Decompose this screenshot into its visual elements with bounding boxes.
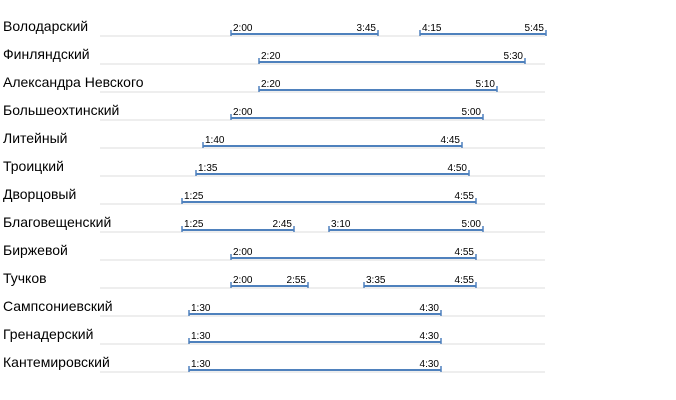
row-label: Тучков xyxy=(3,270,47,286)
schedule-row: Сампсониевский 1:30 4:30 xyxy=(3,298,545,317)
schedule-row: Троицкий 1:35 4:50 xyxy=(3,158,545,177)
interval-end-label: 4:55 xyxy=(455,275,475,286)
interval-start-label: 2:20 xyxy=(261,79,281,90)
row-label: Троицкий xyxy=(3,158,64,174)
interval-start-label: 2:00 xyxy=(233,247,253,258)
row-label: Александра Невского xyxy=(3,74,144,90)
interval-start-label: 1:40 xyxy=(205,135,225,146)
interval-end-label: 3:45 xyxy=(357,23,377,34)
interval-start-label: 2:00 xyxy=(233,23,253,34)
row-label: Финляндский xyxy=(3,46,90,62)
schedule-row: Литейный 1:40 4:45 xyxy=(3,130,545,149)
interval-end-label: 4:45 xyxy=(441,135,461,146)
interval-end-label: 2:55 xyxy=(287,275,307,286)
row-label: Дворцовый xyxy=(3,186,76,202)
interval-start-label: 2:20 xyxy=(261,51,281,62)
interval-start-label: 1:30 xyxy=(191,303,211,314)
schedule-row: Володарский 2:00 3:45 4:15 5:45 xyxy=(3,18,547,37)
row-label: Сампсониевский xyxy=(3,298,113,314)
row-label: Благовещенский xyxy=(3,214,111,230)
row-label: Литейный xyxy=(3,130,67,146)
schedule-row: Александра Невского 2:20 5:10 xyxy=(3,74,545,93)
interval-start-label: 1:35 xyxy=(198,163,218,174)
schedule-row: Большеохтинский 2:00 5:00 xyxy=(3,102,545,121)
interval-start-label: 1:30 xyxy=(191,359,211,370)
interval-end-label: 5:30 xyxy=(504,51,524,62)
chart-rows: Володарский 2:00 3:45 4:15 5:45 Финляндский 2:… xyxy=(3,18,547,373)
schedule-row: Биржевой 2:00 4:55 xyxy=(3,242,545,261)
interval-end-label: 5:00 xyxy=(462,219,482,230)
row-label: Володарский xyxy=(3,18,88,34)
row-label: Кантемировский xyxy=(3,354,110,370)
row-label: Гренадерский xyxy=(3,326,93,342)
interval-start-label: 2:00 xyxy=(233,107,253,118)
interval-start-label: 4:15 xyxy=(422,23,442,34)
schedule-row: Финляндский 2:20 5:30 xyxy=(3,46,545,65)
row-label: Большеохтинский xyxy=(3,102,119,118)
interval-start-label: 1:30 xyxy=(191,331,211,342)
interval-end-label: 4:55 xyxy=(455,247,475,258)
interval-end-label: 5:45 xyxy=(525,23,545,34)
interval-end-label: 5:00 xyxy=(462,107,482,118)
interval-end-label: 2:45 xyxy=(273,219,293,230)
row-label: Биржевой xyxy=(3,242,68,258)
schedule-row: Дворцовый 1:25 4:55 xyxy=(3,186,545,205)
interval-start-label: 2:00 xyxy=(233,275,253,286)
interval-end-label: 4:30 xyxy=(420,331,440,342)
interval-start-label: 3:35 xyxy=(366,275,386,286)
interval-end-label: 4:30 xyxy=(420,303,440,314)
interval-end-label: 5:10 xyxy=(476,79,496,90)
interval-start-label: 1:25 xyxy=(184,219,204,230)
schedule-row: Благовещенский 1:25 2:45 3:10 5:00 xyxy=(3,214,545,233)
interval-start-label: 1:25 xyxy=(184,191,204,202)
schedule-row: Кантемировский 1:30 4:30 xyxy=(3,354,545,373)
schedule-row: Гренадерский 1:30 4:30 xyxy=(3,326,545,345)
interval-start-label: 3:10 xyxy=(331,219,351,230)
interval-end-label: 4:55 xyxy=(455,191,475,202)
schedule-row: Тучков 2:00 2:55 3:35 4:55 xyxy=(3,270,545,289)
interval-end-label: 4:50 xyxy=(448,163,468,174)
interval-end-label: 4:30 xyxy=(420,359,440,370)
